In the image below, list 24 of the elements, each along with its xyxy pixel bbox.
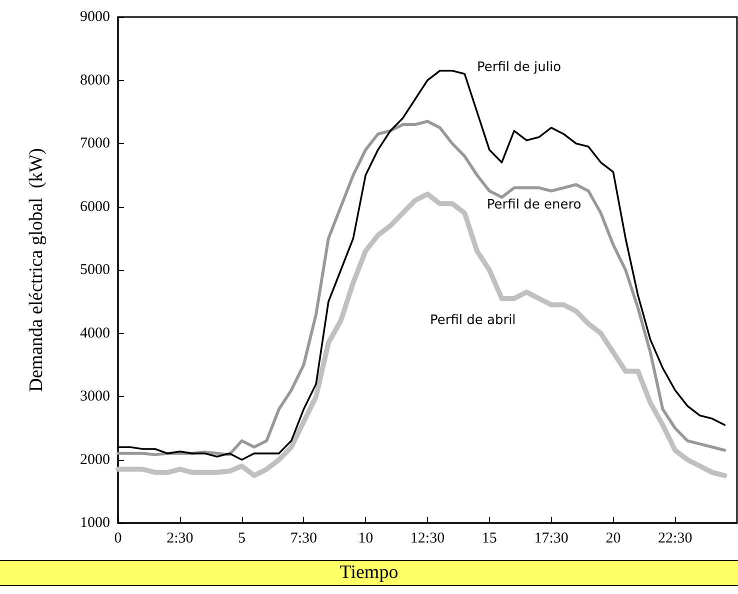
y-axis-title: Demanda eléctrica global (kW) — [26, 148, 47, 392]
x-tick-label: 12:30 — [410, 530, 445, 546]
series-label: Perfil de julio — [477, 60, 562, 76]
x-tick-label: 0 — [114, 530, 122, 546]
x-tick-label: 10 — [358, 530, 374, 546]
x-tick-label: 15 — [482, 530, 497, 546]
y-tick-label: 6000 — [80, 198, 110, 215]
y-tick-label: 2000 — [80, 452, 110, 468]
y-tick-label: 7000 — [80, 136, 110, 152]
x-axis-title: Tiempo — [0, 560, 738, 586]
y-tick-label: 5000 — [80, 262, 110, 278]
series-label: Perfil de enero — [486, 197, 582, 212]
y-tick-label: 1000 — [80, 515, 110, 531]
series-label: Perfil de abril — [430, 313, 516, 328]
y-tick-label: 3000 — [80, 388, 110, 404]
x-tick-label: 2:30 — [166, 530, 194, 546]
y-tick-label: 4000 — [80, 325, 110, 342]
x-tick-label: 22:30 — [658, 530, 692, 546]
y-tick-label: 9000 — [80, 9, 110, 25]
x-tick-label: 7:30 — [290, 530, 318, 546]
x-tick-label: 20 — [606, 530, 621, 546]
x-tick-label: 17:30 — [534, 530, 568, 546]
x-tick-label: 5 — [238, 530, 246, 546]
y-tick-label: 8000 — [80, 72, 110, 88]
